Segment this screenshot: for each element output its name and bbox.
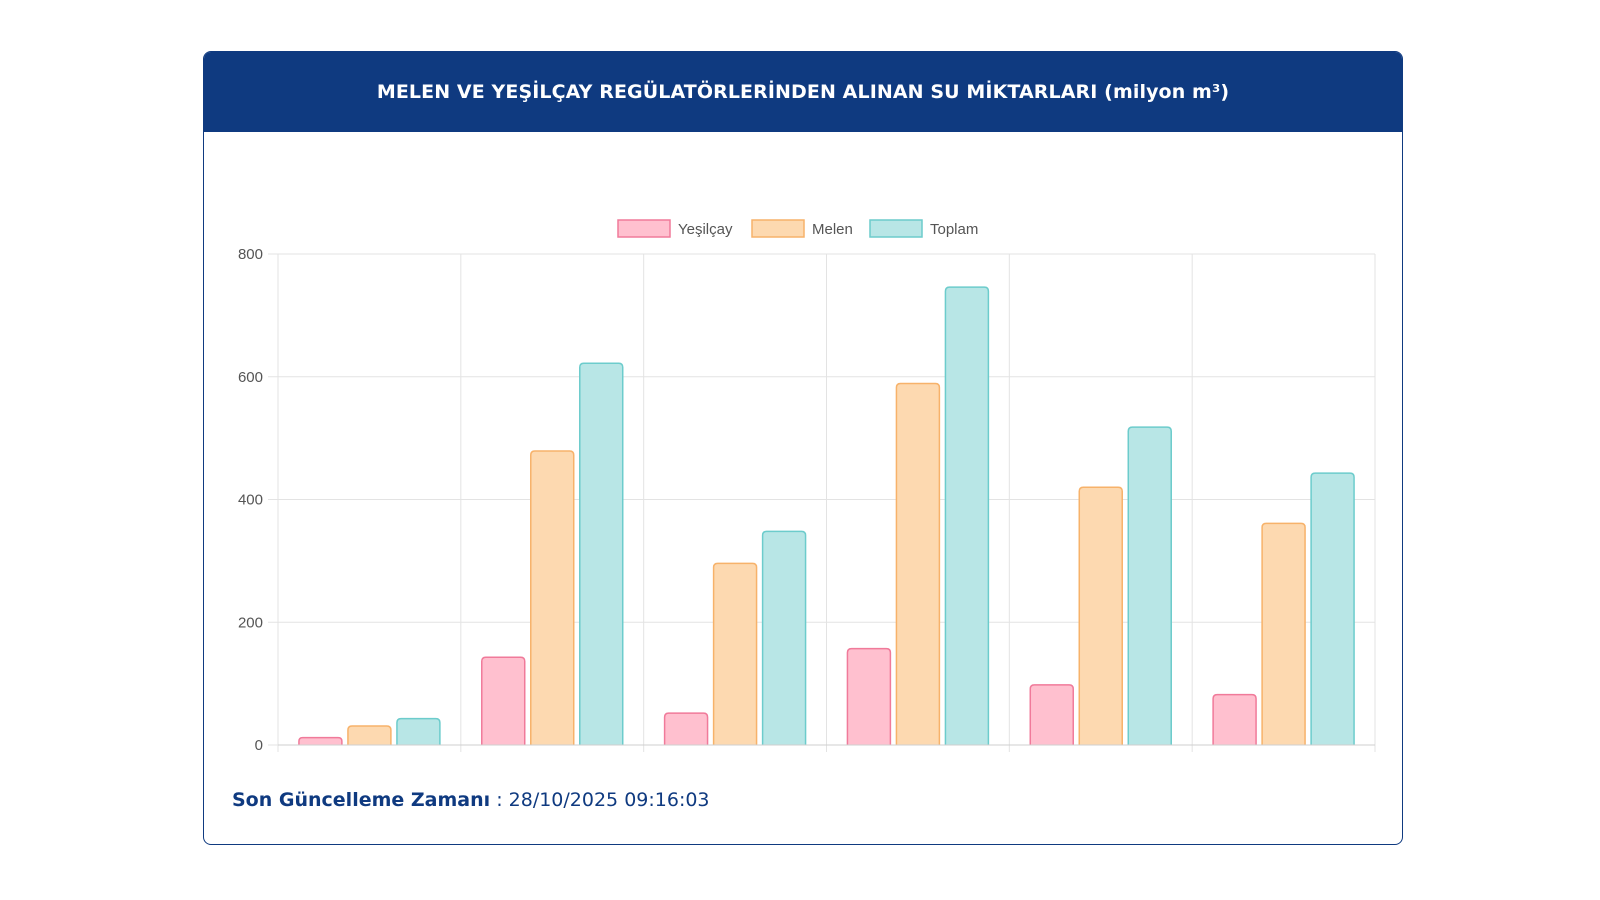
chart-area: 0200400600800202020212022202320242025Yeş… bbox=[204, 132, 1402, 778]
bar-toplam-2021 bbox=[579, 362, 624, 745]
bar-toplam-2020 bbox=[396, 717, 441, 745]
legend-swatch-yeşilçay bbox=[617, 219, 671, 238]
y-tick-label: 800 bbox=[238, 246, 263, 263]
bar-melen-2025 bbox=[1261, 522, 1306, 745]
bar-toplam-2023 bbox=[944, 286, 990, 745]
bar-toplam-2025 bbox=[1310, 472, 1355, 745]
legend-label: Melen bbox=[812, 221, 853, 238]
bar-yeşilçay-2023 bbox=[846, 647, 892, 745]
bar-yeşilçay-2021 bbox=[481, 656, 526, 745]
y-tick-label: 400 bbox=[238, 492, 263, 509]
bar-yeşilçay-2024 bbox=[1029, 684, 1074, 745]
bar-chart: 0200400600800202020212022202320242025Yeş… bbox=[238, 219, 1376, 778]
y-tick-label: 200 bbox=[238, 614, 263, 631]
last-update-separator: : bbox=[490, 789, 509, 811]
bar-yeşilçay-2022 bbox=[663, 712, 709, 745]
bar-toplam-2022 bbox=[761, 530, 807, 745]
bar-melen-2023 bbox=[895, 382, 941, 745]
bar-yeşilçay-2025 bbox=[1212, 693, 1257, 745]
bar-melen-2024 bbox=[1078, 486, 1123, 745]
last-update-label: Son Güncelleme Zamanı bbox=[232, 789, 491, 811]
legend-swatch-toplam bbox=[869, 219, 923, 238]
y-tick-label: 600 bbox=[238, 369, 263, 386]
legend-swatch-melen bbox=[751, 219, 805, 238]
bar-melen-2020 bbox=[347, 725, 392, 745]
bar-melen-2022 bbox=[712, 562, 758, 745]
legend-label: Yeşilçay bbox=[678, 221, 733, 238]
bar-toplam-2024 bbox=[1127, 426, 1172, 745]
last-update-timestamp: 28/10/2025 09:16:03 bbox=[508, 789, 710, 811]
last-update: Son Güncelleme Zamanı : 28/10/2025 09:16… bbox=[232, 789, 710, 811]
legend-label: Toplam bbox=[930, 221, 978, 238]
chart-title: MELEN VE YEŞİLÇAY REGÜLATÖRLERİNDEN ALIN… bbox=[204, 52, 1402, 132]
bar-melen-2021 bbox=[530, 450, 575, 745]
chart-card: MELEN VE YEŞİLÇAY REGÜLATÖRLERİNDEN ALIN… bbox=[203, 51, 1403, 845]
bar-yeşilçay-2020 bbox=[298, 736, 343, 745]
y-tick-label: 0 bbox=[255, 737, 263, 752]
